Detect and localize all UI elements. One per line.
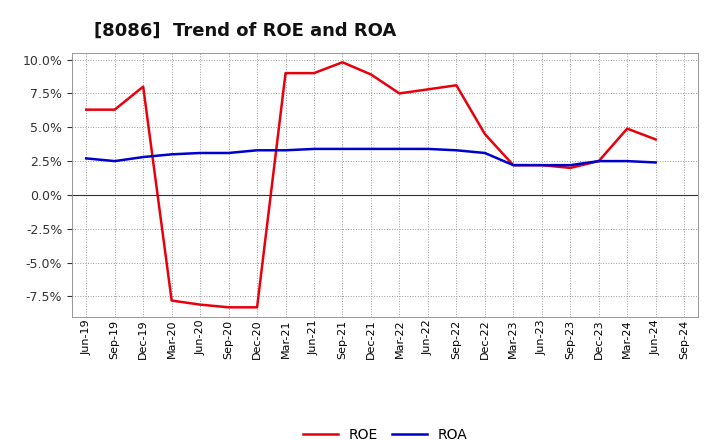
ROE — [595, 158, 603, 164]
ROA — [595, 158, 603, 164]
ROA — [110, 158, 119, 164]
ROA — [225, 150, 233, 156]
ROA — [623, 158, 631, 164]
ROA — [282, 148, 290, 153]
ROE — [452, 83, 461, 88]
ROE — [623, 126, 631, 131]
ROE — [652, 137, 660, 142]
ROE — [566, 165, 575, 171]
ROE — [225, 304, 233, 310]
ROA — [338, 146, 347, 151]
ROA — [652, 160, 660, 165]
ROA — [82, 156, 91, 161]
ROA — [537, 162, 546, 168]
ROA — [139, 154, 148, 160]
ROA — [310, 146, 318, 151]
ROE — [139, 84, 148, 89]
ROA — [167, 152, 176, 157]
Text: [8086]  Trend of ROE and ROA: [8086] Trend of ROE and ROA — [94, 22, 396, 40]
ROA — [452, 148, 461, 153]
ROA — [509, 162, 518, 168]
Line: ROA: ROA — [86, 149, 656, 165]
ROE — [423, 87, 432, 92]
ROA — [253, 148, 261, 153]
ROE — [509, 162, 518, 168]
ROE — [537, 162, 546, 168]
ROE — [310, 70, 318, 76]
ROE — [167, 298, 176, 303]
ROE — [196, 302, 204, 307]
ROE — [253, 304, 261, 310]
ROE — [480, 132, 489, 137]
ROE — [338, 60, 347, 65]
ROE — [395, 91, 404, 96]
Line: ROE: ROE — [86, 62, 656, 307]
Legend: ROE, ROA: ROE, ROA — [297, 422, 473, 440]
ROA — [366, 146, 375, 151]
ROE — [282, 70, 290, 76]
ROA — [566, 162, 575, 168]
ROA — [480, 150, 489, 156]
ROE — [82, 107, 91, 112]
ROA — [423, 146, 432, 151]
ROE — [366, 72, 375, 77]
ROA — [196, 150, 204, 156]
ROE — [110, 107, 119, 112]
ROA — [395, 146, 404, 151]
